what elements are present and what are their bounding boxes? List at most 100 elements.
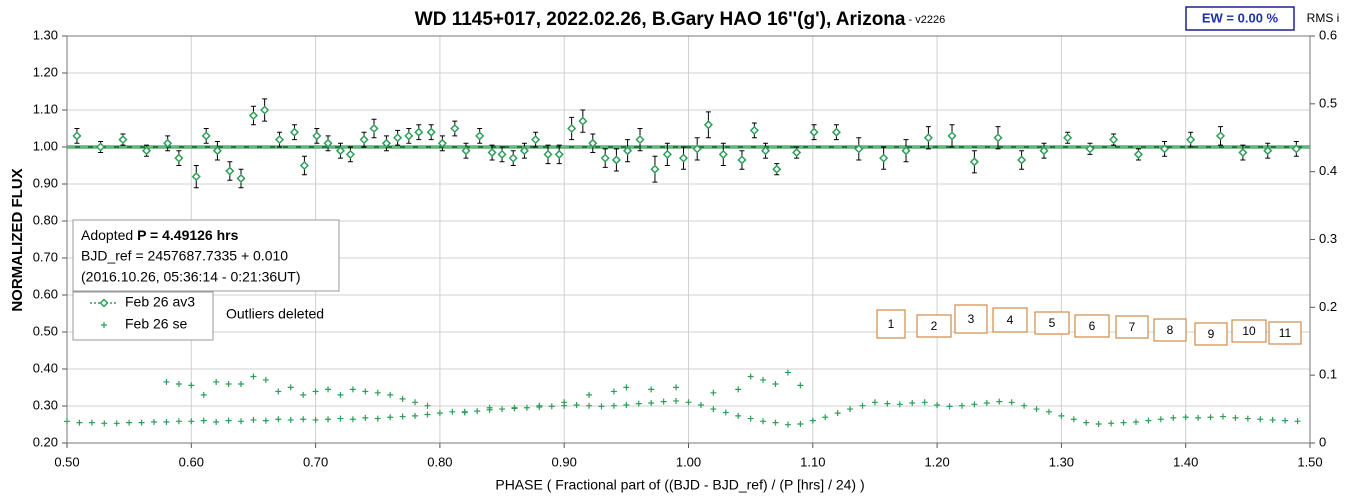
data-point (323, 138, 333, 148)
data-point (72, 131, 82, 141)
rms-point (64, 418, 70, 425)
rms-point (1008, 399, 1015, 406)
rms-point (760, 418, 767, 425)
rms-point (921, 399, 928, 406)
rms-point (1083, 419, 1090, 426)
rms-point (697, 402, 704, 409)
rms-point (1294, 418, 1301, 425)
data-point (1063, 133, 1073, 143)
event-box (1034, 311, 1070, 335)
data-point (426, 127, 436, 137)
rms-point (884, 400, 891, 407)
x-tick-label: 1.40 (1173, 454, 1198, 469)
rms-point (1232, 414, 1239, 421)
rms-point (1033, 406, 1040, 413)
data-point (1186, 135, 1196, 145)
data-point (118, 135, 128, 145)
rms-point (213, 418, 220, 425)
rms-point (250, 416, 257, 423)
rms-point (1070, 416, 1077, 423)
data-point (831, 127, 841, 137)
rms-point (374, 389, 381, 396)
data-point (163, 138, 173, 148)
data-point (662, 149, 672, 159)
rms-point (797, 382, 804, 389)
rms-point (909, 399, 916, 406)
rms-point (871, 399, 878, 406)
rms-point (1269, 416, 1276, 423)
rms-point (387, 391, 394, 398)
rms-point (337, 391, 344, 398)
rms-point (436, 410, 443, 417)
y-tick-label: 0.20 (33, 434, 58, 449)
event-box-label: 1 (888, 317, 895, 331)
rms-point (200, 417, 207, 424)
rms-point (275, 388, 282, 395)
rms-point (586, 391, 593, 398)
rms-point (238, 418, 245, 425)
x-tick-label: 0.50 (54, 454, 79, 469)
legend-box (72, 291, 214, 341)
rms-point (1145, 417, 1152, 424)
data-point (692, 144, 702, 154)
rms-point (461, 408, 468, 415)
data-point (201, 131, 211, 141)
info-bjd: BJD_ref = 2457687.7335 + 0.010 (81, 248, 288, 264)
data-point (260, 105, 270, 115)
y2-tick-label: 0.6 (1319, 27, 1337, 42)
y-tick-label: 0.70 (33, 249, 58, 264)
rms-point (412, 399, 419, 406)
rms-point (1182, 414, 1189, 421)
data-point (437, 138, 447, 148)
rms-point (610, 388, 617, 395)
rms-point (648, 399, 655, 406)
rms-point (971, 401, 978, 408)
data-point (1238, 147, 1248, 158)
rms-point (1219, 413, 1226, 420)
event-box-label: 3 (968, 312, 975, 326)
rms-point (325, 386, 332, 393)
data-point (225, 166, 235, 176)
chart-title: WD 1145+017, 2022.02.26, B.Gary HAO 16''… (415, 9, 906, 30)
rms-point (113, 420, 120, 427)
rms-point (213, 378, 220, 385)
y-axis-label: NORMALIZED FLUX (9, 168, 26, 311)
rms-point (1132, 418, 1139, 425)
rms-point (1195, 414, 1202, 421)
event-box (1268, 321, 1302, 345)
event-box-label: 4 (1007, 313, 1014, 327)
rms-point (275, 416, 282, 423)
event-box (916, 314, 952, 338)
data-point (600, 153, 610, 163)
rms-point (784, 369, 791, 376)
data-point (1215, 131, 1226, 141)
chart-version: - v2226 (905, 14, 945, 26)
rms-point (946, 403, 953, 410)
rms-point (399, 395, 406, 402)
rms-point (735, 412, 742, 419)
rms-point (1157, 416, 1164, 423)
rms-point (1170, 414, 1177, 421)
y-tick-label: 0.30 (33, 397, 58, 412)
rms-point (1207, 414, 1214, 421)
data-point (718, 149, 728, 159)
data-point (1291, 144, 1301, 154)
data-point (404, 131, 414, 141)
data-point (879, 153, 889, 163)
y2-tick-label: 0.1 (1319, 367, 1337, 382)
data-point (969, 157, 979, 167)
rms-point (586, 402, 593, 409)
data-point (519, 146, 529, 156)
rms-point (225, 417, 232, 424)
y-tick-label: 1.30 (33, 27, 58, 42)
x-tick-label: 1.50 (1297, 454, 1322, 469)
data-point (359, 135, 369, 145)
rms-point (722, 409, 729, 416)
x-tick-label: 0.70 (303, 454, 328, 469)
event-box (1231, 319, 1267, 343)
data-point (393, 133, 403, 143)
rms-point (188, 418, 195, 425)
legend-label: Feb 26 av3 (125, 294, 195, 310)
rms-point (337, 415, 344, 422)
